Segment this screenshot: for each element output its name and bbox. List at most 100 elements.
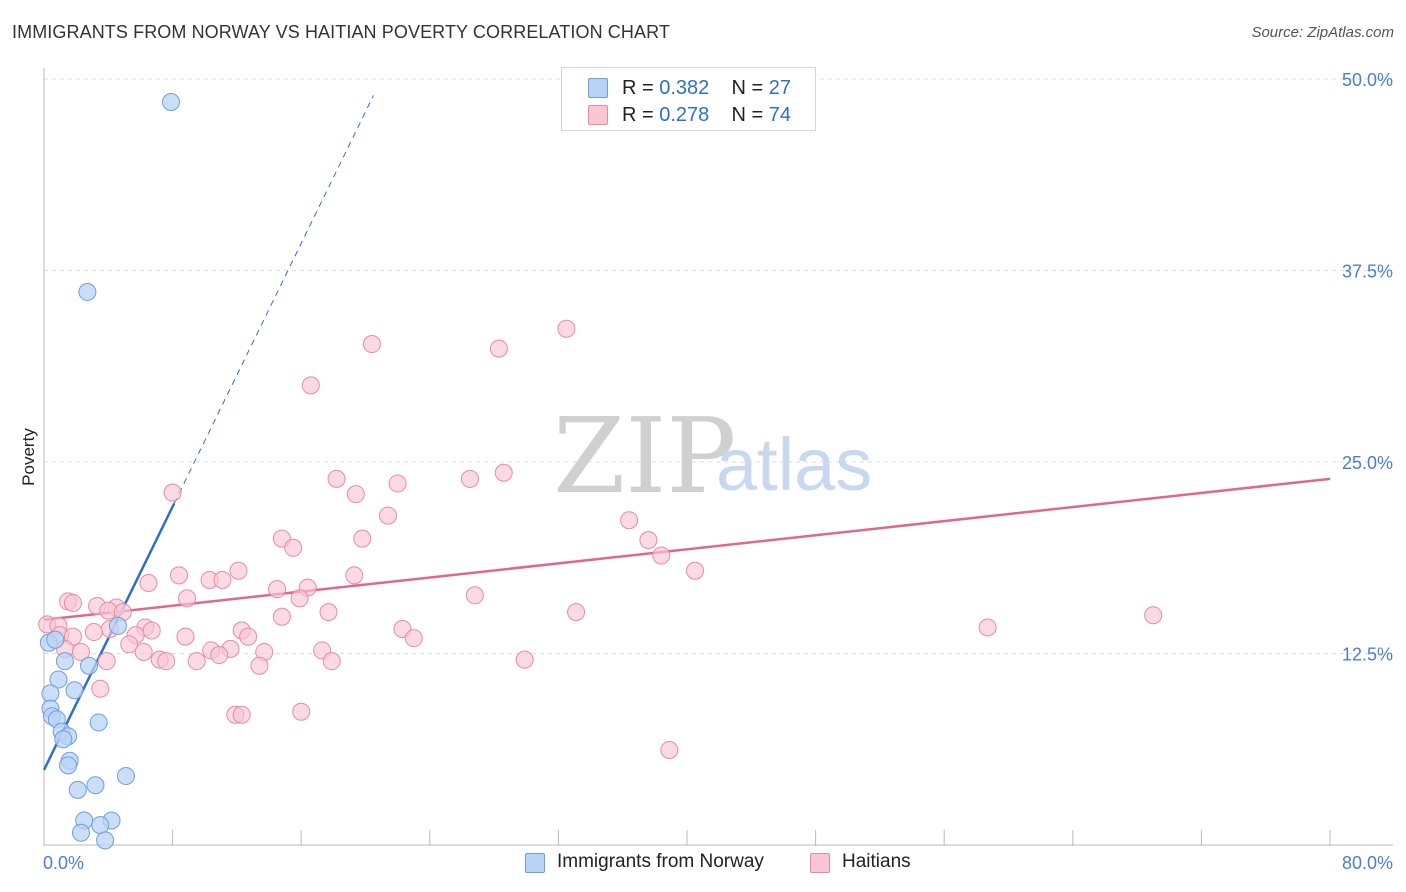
- data-point-haitians: [489, 339, 508, 358]
- data-point-haitians: [163, 483, 182, 502]
- data-point-haitians: [567, 603, 586, 622]
- legend-n-label: N =: [731, 104, 769, 126]
- data-point-haitians: [134, 642, 153, 661]
- data-point-haitians: [157, 652, 176, 671]
- data-point-haitians: [388, 474, 407, 493]
- data-point-haitians: [327, 469, 346, 488]
- legend-n-label: N =: [731, 77, 769, 99]
- data-point-norway: [116, 767, 135, 786]
- data-point-norway: [68, 780, 87, 799]
- x-tick-label-min: 0.0%: [43, 853, 84, 873]
- data-point-haitians: [404, 629, 423, 648]
- data-point-haitians: [494, 463, 513, 482]
- series-swatch-norway: [525, 853, 545, 873]
- data-point-haitians: [239, 627, 258, 646]
- points-layer: [38, 92, 1163, 850]
- label-layer: Poverty 0.0% 80.0% 12.5% 25.0% 37.5% 50.0%: [19, 70, 1393, 873]
- legend-r-label: R =: [622, 104, 660, 126]
- series-label-haitians: Haitians: [842, 851, 911, 872]
- data-point-norway: [78, 282, 97, 301]
- legend-n-value-norway: 27: [768, 77, 792, 99]
- data-point-haitians: [557, 319, 576, 338]
- data-point-norway: [80, 656, 99, 675]
- data-point-haitians: [187, 652, 206, 671]
- legend-r-value-norway: 0.382: [659, 77, 710, 99]
- data-point-norway: [89, 713, 108, 732]
- data-point-haitians: [379, 506, 398, 525]
- data-point-haitians: [84, 623, 103, 642]
- series-swatch-haitians: [810, 853, 830, 873]
- data-point-haitians: [978, 618, 997, 637]
- data-point-haitians: [71, 642, 90, 661]
- data-point-haitians: [465, 586, 484, 605]
- data-point-haitians: [284, 538, 303, 557]
- watermark-zip: ZIP: [553, 395, 736, 517]
- data-point-haitians: [120, 635, 139, 654]
- source-label: Source: ZipAtlas.com: [1251, 24, 1394, 41]
- y-tick-label: 25.0%: [1342, 453, 1393, 473]
- data-point-haitians: [210, 646, 229, 665]
- series-label-norway: Immigrants from Norway: [557, 851, 764, 872]
- data-point-haitians: [515, 650, 534, 669]
- data-point-haitians: [268, 580, 287, 599]
- data-point-haitians: [142, 621, 161, 640]
- data-point-haitians: [345, 566, 364, 585]
- data-point-norway: [41, 684, 60, 703]
- data-point-haitians: [213, 570, 232, 589]
- data-point-haitians: [229, 561, 248, 580]
- data-point-haitians: [322, 652, 341, 671]
- data-point-haitians: [639, 531, 658, 550]
- data-point-haitians: [460, 469, 479, 488]
- data-point-norway: [96, 831, 115, 850]
- data-point-haitians: [97, 652, 116, 671]
- data-point-haitians: [292, 702, 311, 721]
- data-point-haitians: [170, 566, 189, 585]
- data-point-haitians: [176, 627, 195, 646]
- data-point-haitians: [319, 603, 338, 622]
- data-point-haitians: [301, 376, 320, 395]
- legend-swatch-haitians: [588, 105, 608, 125]
- trend-line-norway-extension: [173, 95, 374, 504]
- data-point-haitians: [232, 705, 251, 724]
- data-point-haitians: [250, 656, 269, 675]
- data-point-haitians: [652, 546, 671, 565]
- data-point-norway: [54, 730, 73, 749]
- watermark-atlas: atlas: [716, 423, 872, 506]
- data-point-haitians: [139, 574, 158, 593]
- legend-r-label: R =: [622, 77, 660, 99]
- data-point-norway: [86, 776, 105, 795]
- data-point-haitians: [178, 589, 197, 608]
- trend-line-haitians: [43, 477, 1331, 622]
- x-tick-label-max: 80.0%: [1342, 853, 1393, 873]
- data-point-haitians: [91, 679, 110, 698]
- data-point-norway: [91, 816, 110, 835]
- data-point-haitians: [686, 561, 705, 580]
- y-tick-label: 37.5%: [1342, 262, 1393, 282]
- data-point-norway: [55, 652, 74, 671]
- data-point-haitians: [290, 589, 309, 608]
- data-point-haitians: [362, 335, 381, 354]
- data-point-haitians: [660, 741, 679, 760]
- legend-r-value-haitians: 0.278: [659, 104, 710, 126]
- data-point-norway: [49, 670, 68, 689]
- data-point-norway: [108, 616, 127, 635]
- chart-title: IMMIGRANTS FROM NORWAY VS HAITIAN POVERT…: [12, 22, 670, 42]
- y-tick-label: 50.0%: [1342, 70, 1393, 90]
- data-point-norway: [161, 92, 180, 111]
- data-point-norway: [71, 823, 90, 842]
- data-point-haitians: [272, 607, 291, 626]
- data-point-haitians: [63, 593, 82, 612]
- data-point-haitians: [1144, 606, 1163, 625]
- watermark: ZIP atlas: [553, 395, 872, 517]
- data-point-norway: [65, 681, 84, 700]
- data-point-norway: [59, 756, 78, 775]
- data-point-haitians: [353, 529, 372, 548]
- y-tick-label: 12.5%: [1342, 645, 1393, 665]
- y-axis-label: Poverty: [19, 428, 38, 486]
- data-point-haitians: [346, 485, 365, 504]
- legend-n-value-haitians: 74: [768, 104, 792, 126]
- legend-swatch-norway: [588, 78, 608, 98]
- correlation-legend: R = 0.382 N = 27 R = 0.278 N = 74: [561, 67, 816, 131]
- data-point-haitians: [620, 511, 639, 530]
